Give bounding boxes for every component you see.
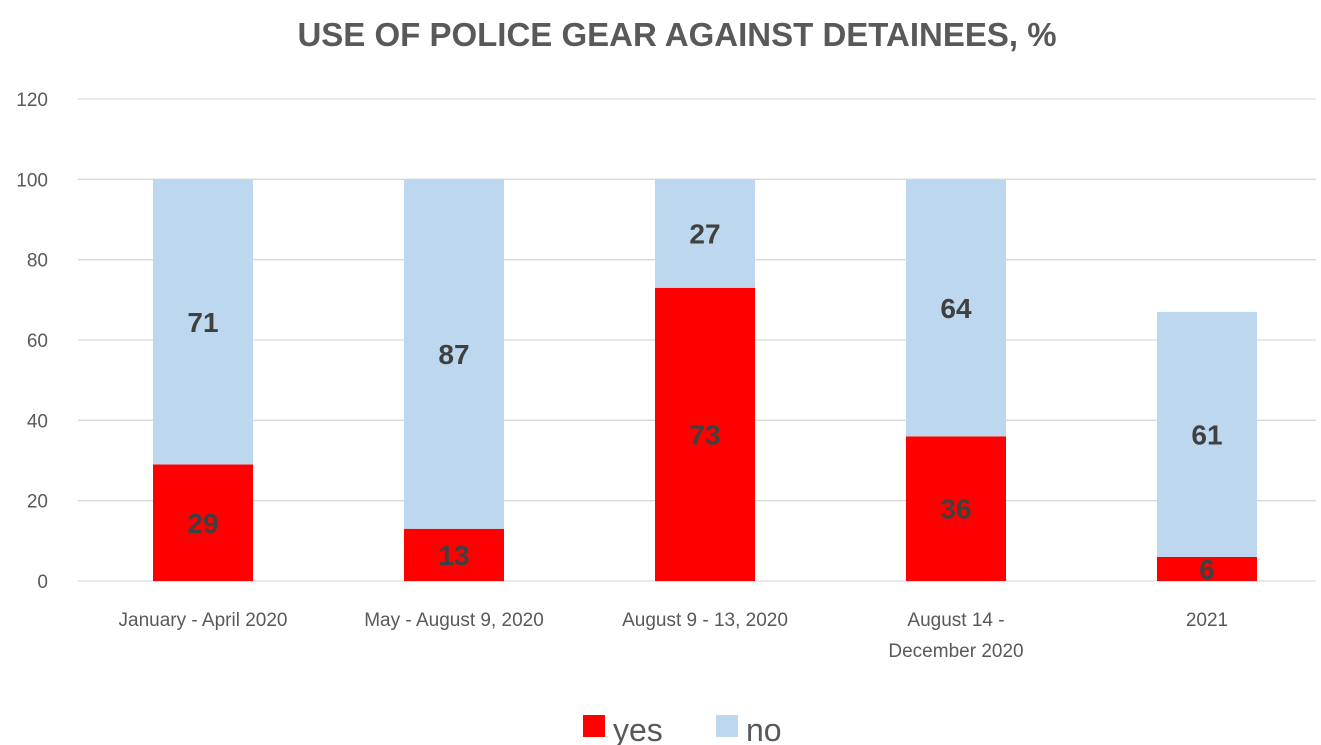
data-label-yes: 13 — [438, 540, 469, 571]
x-category-label: December 2020 — [888, 641, 1023, 662]
bar-yes — [655, 287, 755, 581]
y-tick-label: 60 — [27, 331, 48, 352]
y-tick-label: 100 — [16, 170, 48, 191]
bar-yes — [153, 464, 253, 581]
data-label-no: 27 — [689, 219, 720, 250]
legend-label-no: no — [746, 712, 782, 745]
legend: yes no — [583, 712, 782, 745]
bar-no — [906, 179, 1006, 437]
y-axis-ticks: 0 20 40 60 80 100 120 — [16, 90, 48, 593]
data-label-no: 64 — [940, 293, 972, 324]
bar-no — [153, 179, 253, 465]
bars — [153, 179, 1257, 581]
bar-yes — [906, 436, 1006, 581]
chart-title: USE OF POLICE GEAR AGAINST DETAINEES, % — [297, 16, 1056, 53]
data-label-yes: 36 — [940, 494, 971, 525]
y-tick-label: 120 — [16, 90, 48, 111]
legend-label-yes: yes — [613, 712, 663, 745]
x-axis-categories: January - April 2020 May - August 9, 2020… — [119, 610, 1229, 662]
legend-swatch-yes — [583, 715, 605, 737]
x-category-label: August 14 - — [907, 610, 1004, 631]
bar-no — [655, 179, 755, 288]
data-label-yes: 73 — [689, 419, 720, 450]
data-label-no: 71 — [187, 307, 218, 338]
bar-no — [404, 179, 504, 529]
data-label-yes: 6 — [1199, 554, 1215, 585]
bar-yes — [1157, 556, 1257, 581]
legend-swatch-no — [716, 715, 738, 737]
data-label-yes: 29 — [187, 508, 218, 539]
x-category-label: August 9 - 13, 2020 — [622, 610, 788, 631]
data-label-no: 61 — [1191, 419, 1222, 450]
y-tick-label: 40 — [27, 411, 48, 432]
x-category-label: May - August 9, 2020 — [364, 610, 544, 631]
bar-no — [1157, 311, 1257, 557]
y-tick-label: 20 — [27, 492, 48, 513]
x-category-label: 2021 — [1186, 610, 1228, 631]
data-labels: 29 71 13 87 73 27 36 64 6 61 — [187, 219, 1222, 585]
y-tick-label: 80 — [27, 251, 48, 272]
data-label-no: 87 — [438, 339, 469, 370]
bar-yes — [404, 528, 504, 581]
y-tick-label: 0 — [37, 572, 48, 593]
x-category-label: January - April 2020 — [119, 610, 288, 631]
